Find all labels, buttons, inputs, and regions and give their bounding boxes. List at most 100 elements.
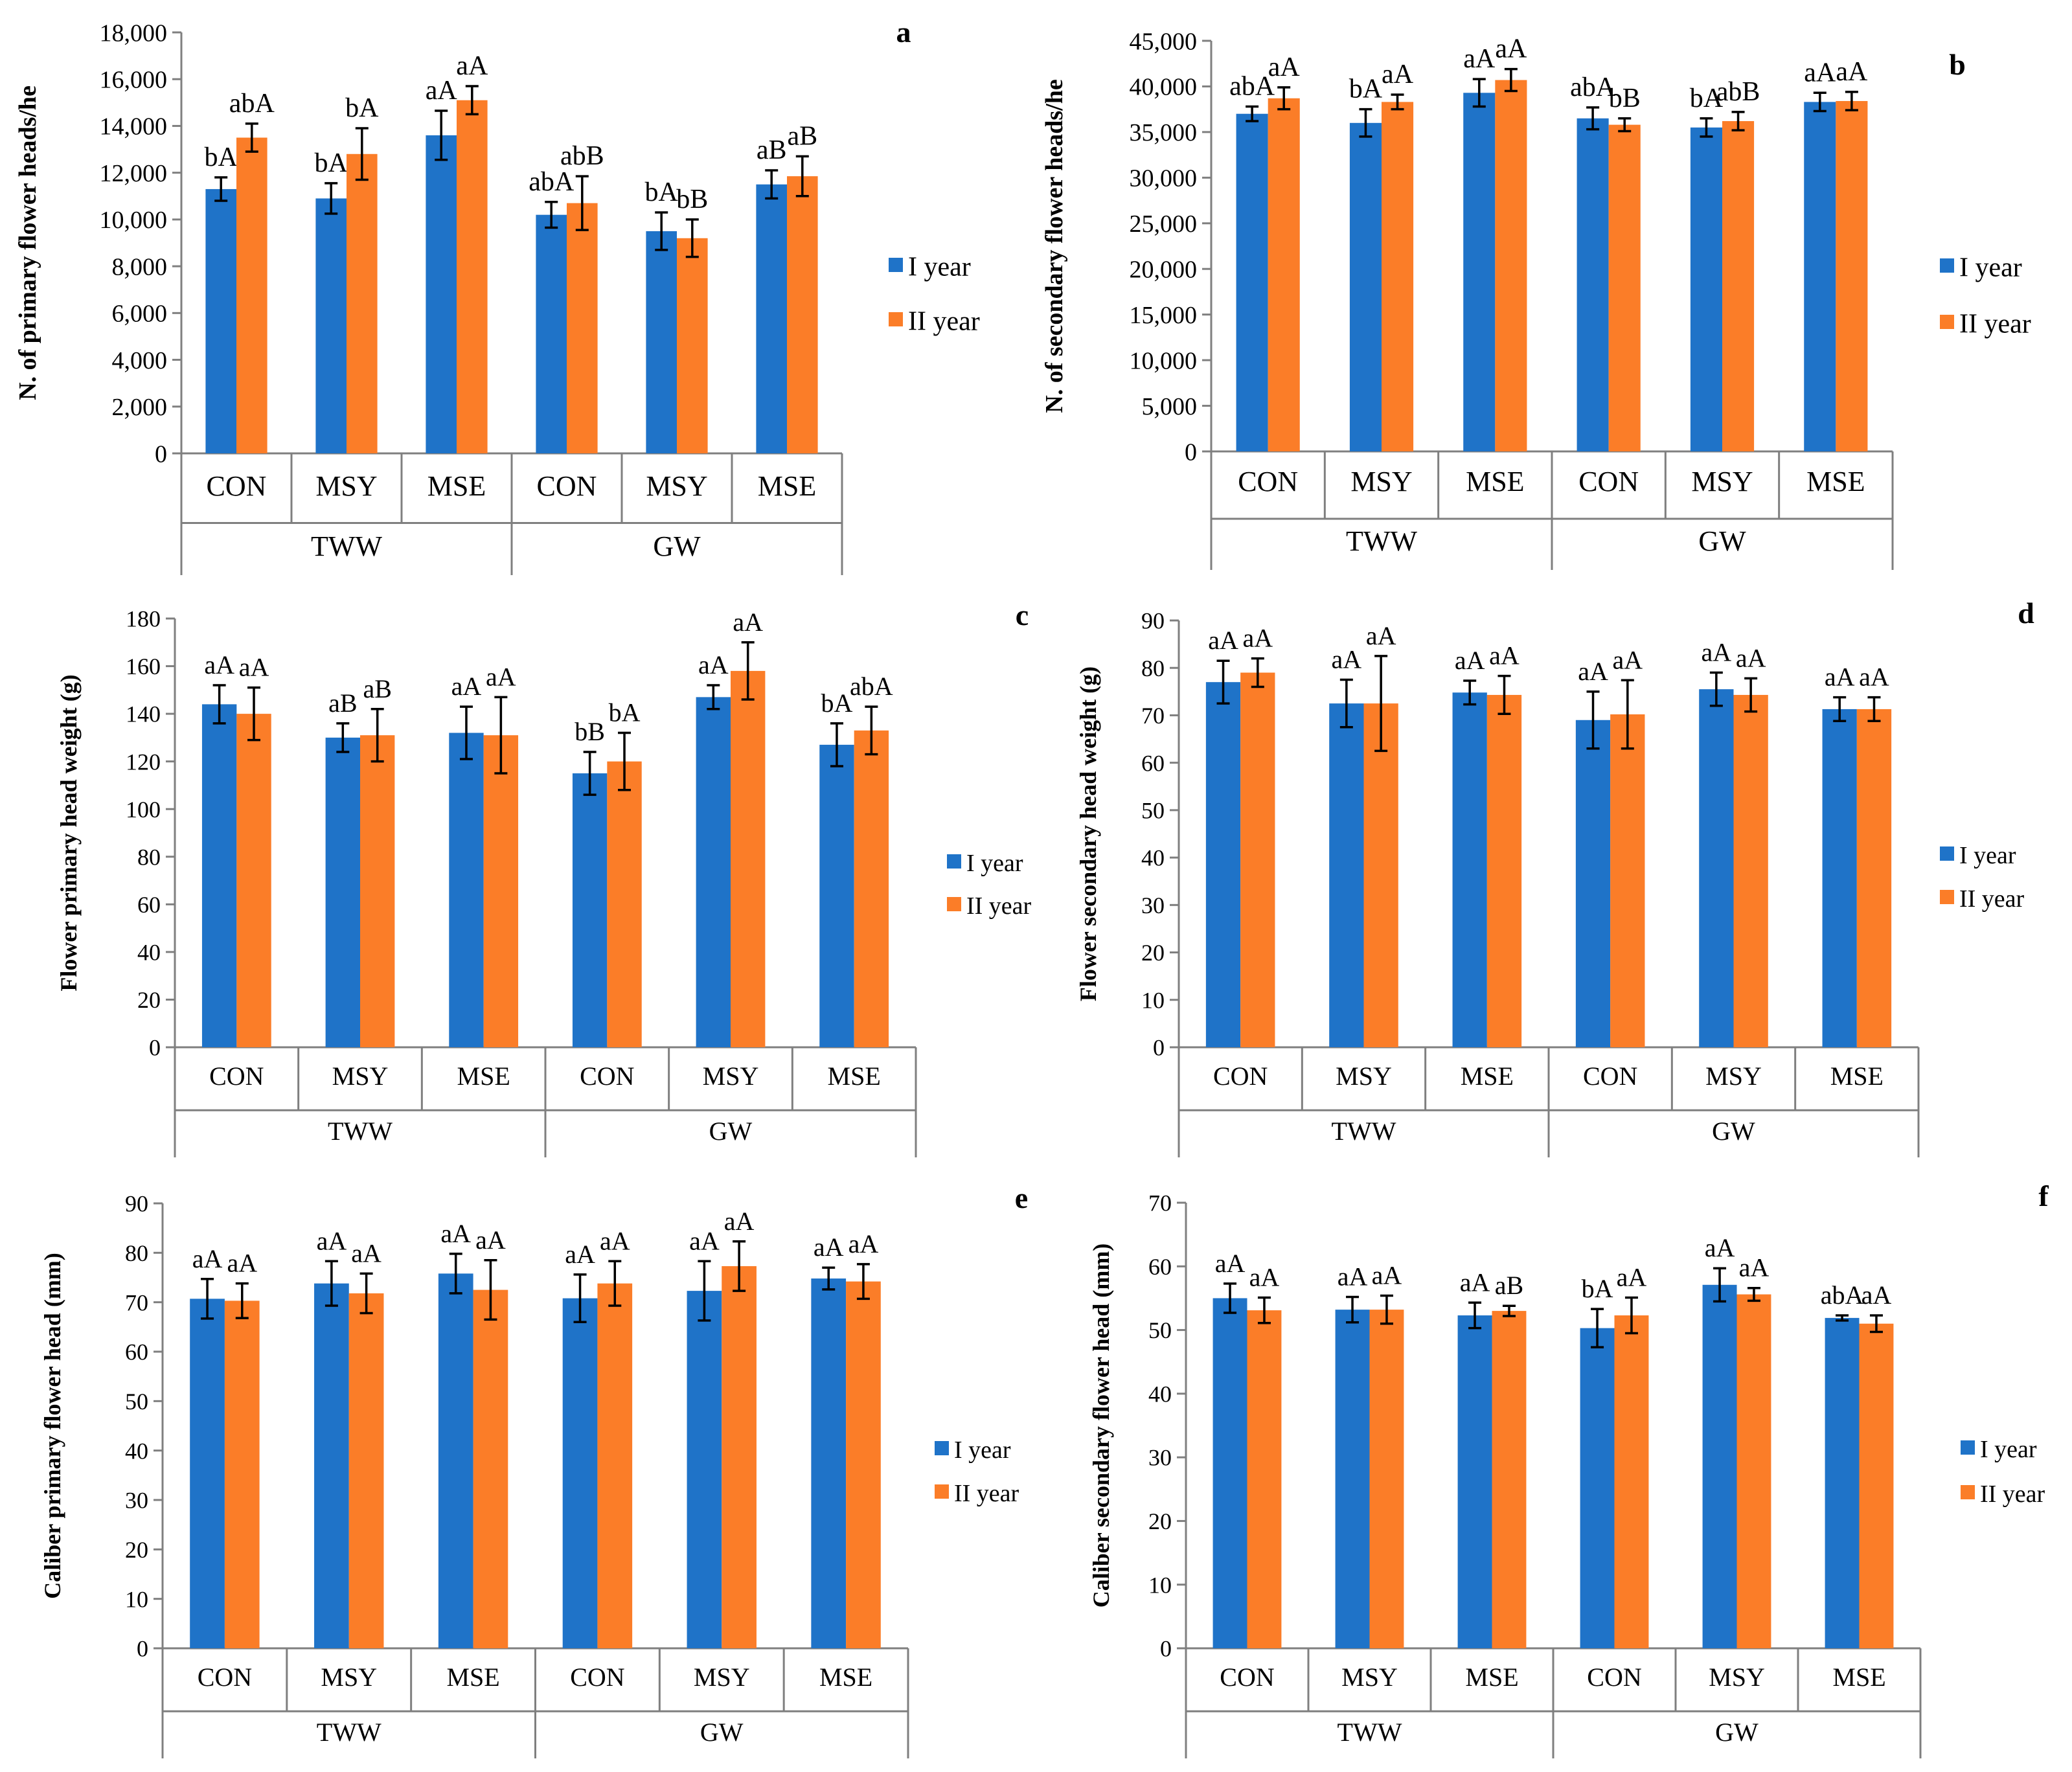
x-tick-label: MSE: [1832, 1663, 1885, 1692]
bar: [449, 733, 484, 1047]
bar: [597, 1283, 633, 1648]
x-tick-label: CON: [1587, 1663, 1641, 1692]
y-tick-label: 40: [1148, 1381, 1172, 1407]
x-tick-label: MSE: [1461, 1062, 1514, 1091]
bar: [677, 238, 708, 453]
bar: [205, 188, 236, 453]
y-tick-label: 60: [1148, 1254, 1172, 1280]
data-label: aA: [351, 1238, 381, 1267]
data-label: aA: [227, 1249, 257, 1278]
x-group-label: GW: [1712, 1117, 1755, 1146]
y-tick-label: 10: [125, 1586, 148, 1612]
data-label: bA: [205, 142, 238, 172]
data-label: aA: [848, 1229, 879, 1258]
x-tick-label: MSY: [315, 470, 377, 502]
data-label: aA: [486, 662, 516, 691]
x-tick-label: MSY: [1705, 1062, 1762, 1091]
x-tick-label: MSY: [332, 1062, 389, 1091]
bar: [687, 1291, 722, 1648]
bar: [457, 100, 488, 453]
data-label: aA: [239, 653, 269, 682]
x-tick-label: CON: [1220, 1663, 1274, 1692]
x-tick-label: MSY: [1350, 466, 1412, 497]
x-tick-label: MSY: [1336, 1062, 1392, 1091]
panel-letter: e: [1015, 1181, 1028, 1214]
legend-label: II year: [966, 892, 1032, 920]
data-label: abA: [850, 672, 893, 701]
data-label: aA: [1495, 34, 1527, 64]
legend-swatch: [1961, 1485, 1975, 1499]
bar: [1486, 694, 1522, 1047]
bar: [1702, 1284, 1737, 1648]
y-tick-label: 0: [137, 1636, 148, 1662]
x-tick-label: MSE: [1830, 1062, 1884, 1091]
data-label: aA: [1249, 1262, 1280, 1291]
bar: [426, 135, 457, 453]
bar: [646, 231, 677, 453]
y-axis-title: N. of primary flower heads/he: [14, 85, 41, 400]
bar: [224, 1301, 260, 1648]
bar: [201, 704, 237, 1047]
data-label: aA: [698, 650, 729, 679]
y-tick-label: 60: [1141, 750, 1165, 776]
bar: [473, 1289, 508, 1648]
y-tick-label: 20: [1148, 1508, 1172, 1534]
bar: [1240, 672, 1275, 1047]
y-tick-label: 25,000: [1130, 210, 1198, 238]
x-tick-label: MSE: [1465, 1663, 1518, 1692]
x-tick-label: CON: [198, 1663, 252, 1692]
y-tick-label: 90: [125, 1191, 148, 1217]
data-label: aA: [1489, 641, 1520, 670]
data-label: bA: [609, 698, 641, 727]
data-label: aA: [565, 1240, 595, 1269]
y-tick-label: 140: [126, 701, 161, 727]
bar: [567, 203, 598, 453]
bar: [1457, 1315, 1492, 1648]
bar: [607, 761, 642, 1047]
x-tick-label: CON: [1238, 466, 1298, 497]
bar: [562, 1298, 598, 1648]
data-label: aA: [192, 1244, 223, 1273]
x-tick-label: MSY: [646, 470, 707, 502]
data-label: aB: [328, 688, 357, 718]
y-tick-label: 180: [126, 606, 161, 632]
panel-letter: a: [896, 16, 911, 49]
data-label: aA: [1215, 1249, 1246, 1278]
legend-label: I year: [954, 1437, 1011, 1464]
data-label: aA: [1578, 657, 1608, 686]
data-label: abA: [229, 89, 275, 119]
x-tick-label: MSE: [819, 1663, 872, 1692]
data-label: aA: [814, 1232, 844, 1262]
data-label: aA: [1382, 60, 1414, 89]
bar: [1236, 113, 1268, 451]
y-tick-label: 70: [1141, 703, 1165, 729]
legend-swatch: [1940, 315, 1954, 329]
panel-letter: d: [2018, 596, 2034, 630]
x-tick-label: CON: [1213, 1062, 1268, 1091]
data-label: aA: [1861, 1280, 1892, 1310]
y-tick-label: 30,000: [1130, 165, 1198, 192]
bar: [846, 1281, 881, 1648]
data-label: aA: [1804, 58, 1836, 87]
legend-label: II year: [1959, 309, 2031, 339]
data-label: aA: [1338, 1262, 1368, 1291]
x-tick-label: CON: [209, 1062, 264, 1091]
data-label: aA: [1242, 624, 1273, 653]
data-label: bA: [645, 177, 679, 207]
y-tick-label: 2,000: [112, 394, 168, 421]
bar: [1452, 692, 1487, 1047]
x-group-label: GW: [1698, 525, 1746, 557]
y-tick-label: 160: [126, 653, 161, 679]
y-tick-label: 40: [1141, 845, 1165, 871]
legend-swatch: [1961, 1440, 1975, 1455]
data-label: aA: [456, 51, 488, 81]
data-label: aA: [1859, 663, 1889, 692]
bar: [483, 735, 519, 1047]
legend-swatch: [935, 1441, 949, 1455]
bar: [1825, 1317, 1860, 1648]
data-label: aB: [757, 135, 787, 165]
x-group-label: GW: [700, 1718, 744, 1747]
bar: [731, 670, 766, 1047]
y-tick-label: 0: [1160, 1636, 1172, 1662]
y-tick-label: 10,000: [100, 207, 168, 234]
